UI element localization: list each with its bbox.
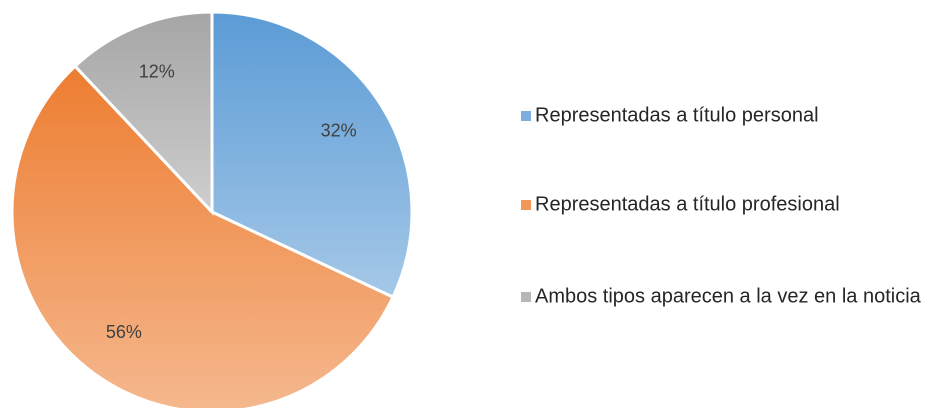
- data-label: 56%: [106, 322, 142, 342]
- pie-slice: [72, 10, 214, 216]
- data-label: 12%: [139, 61, 175, 81]
- legend-swatch: [521, 292, 531, 302]
- legend-swatch: [521, 200, 531, 210]
- pie-slice: [10, 64, 395, 408]
- legend-label: Representadas a título profesional: [535, 193, 840, 215]
- pie-slice: [210, 10, 414, 300]
- legend-label: Representadas a título personal: [535, 104, 819, 126]
- data-label: 32%: [321, 120, 357, 140]
- legend-swatch: [521, 111, 531, 121]
- legend-label: Ambos tipos aparecen a la vez en la noti…: [535, 285, 922, 307]
